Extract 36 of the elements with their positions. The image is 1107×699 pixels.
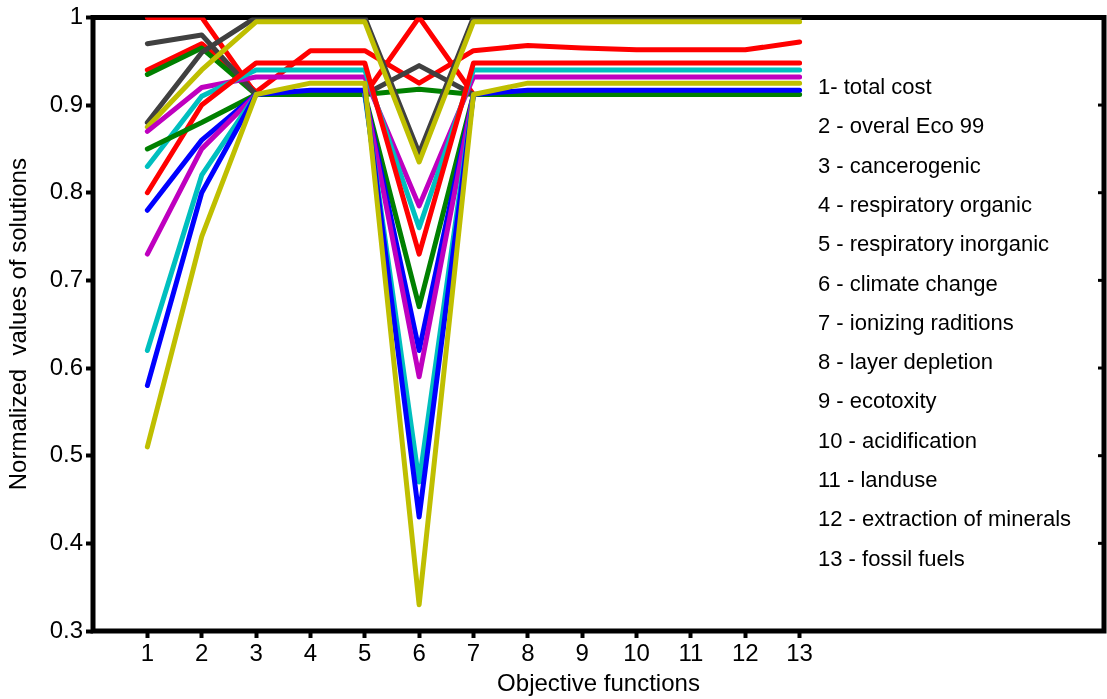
x-tick-label: 13: [786, 639, 813, 667]
y-tick-label: 1: [69, 2, 83, 30]
annotation: 7 - ionizing raditions: [818, 309, 1014, 335]
x-axis-title: Objective functions: [497, 669, 700, 697]
x-tick-label: 7: [466, 639, 481, 667]
annotation: 9 - ecotoxity: [818, 388, 937, 414]
annotation: 6 - climate change: [818, 270, 998, 296]
annotation: 11 - landuse: [818, 467, 938, 493]
annotation: 2 - overal Eco 99: [818, 113, 985, 139]
x-tick-label: 12: [731, 639, 759, 667]
y-tick-label: 0.4: [49, 527, 83, 555]
x-tick-label: 6: [412, 639, 426, 667]
y-tick-label: 0.8: [49, 177, 83, 205]
annotation: 4 - respiratory organic: [818, 191, 1032, 217]
annotation: 12 - extraction of minerals: [818, 506, 1072, 532]
x-tick-label: 3: [249, 639, 263, 667]
x-tick-label: 5: [358, 639, 372, 667]
y-tick-label: 0.7: [49, 265, 83, 292]
annotation: 8 - layer depletion: [818, 349, 993, 375]
annotation: 10 - acidification: [818, 427, 977, 453]
y-tick-label: 0.6: [49, 352, 83, 380]
x-tick-label: 2: [195, 639, 209, 667]
y-tick-label: 0.9: [49, 89, 83, 117]
x-tick-label: 4: [303, 639, 318, 667]
x-tick-label: 8: [521, 639, 535, 667]
annotation: 5 - respiratory inorganic: [818, 231, 1050, 257]
y-tick-label: 0.5: [49, 440, 83, 468]
x-tick-label: 11: [678, 639, 704, 667]
x-tick-label: 1: [140, 639, 155, 667]
annotation: 1- total cost: [818, 74, 932, 100]
annotation: 13 - fossil fuels: [818, 545, 965, 571]
y-axis-title: Normalized values of solutions: [4, 158, 32, 491]
y-tick-label: 0.3: [49, 615, 83, 643]
annotation: 3 - cancerogenic: [818, 152, 981, 178]
x-tick-label: 10: [623, 639, 650, 667]
x-tick-label: 9: [575, 639, 589, 667]
